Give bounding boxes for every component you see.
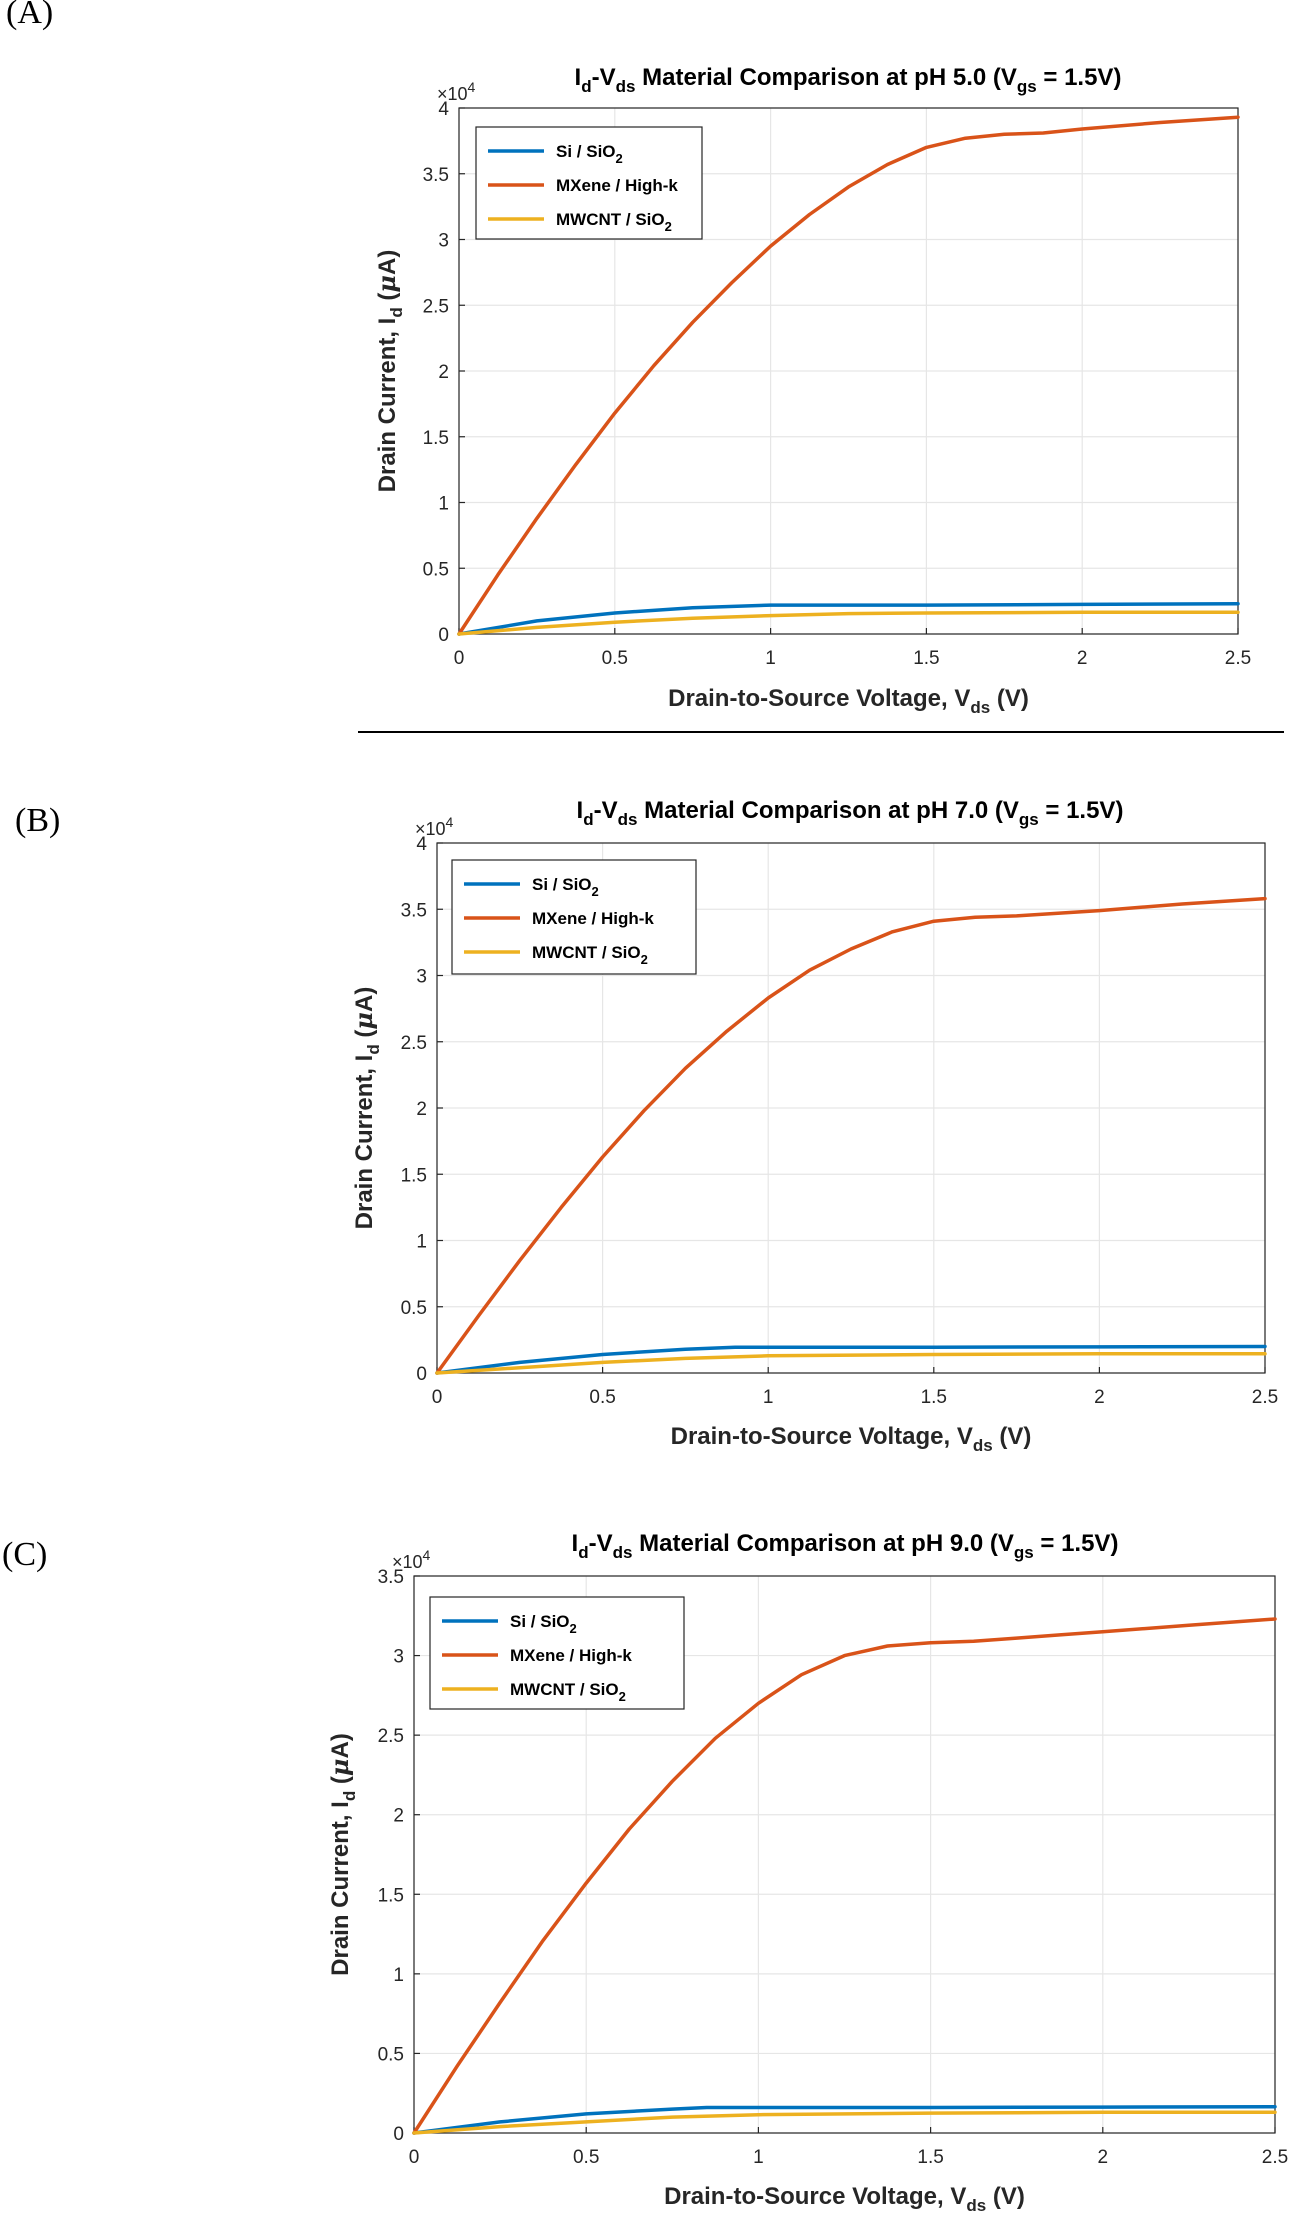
chart-title: Id-Vds Material Comparison at pH 7.0 (Vg… — [577, 797, 1124, 829]
y-multiplier: ×104 — [392, 1547, 431, 1572]
series-line-0 — [435, 1344, 1267, 1375]
x-tick-label: 2 — [1077, 648, 1088, 669]
x-tick-label: 1.5 — [921, 1387, 947, 1408]
y-tick-label: 2.5 — [423, 296, 449, 317]
x-tick-label: 1 — [765, 648, 776, 669]
y-tick-label: 4 — [416, 834, 427, 855]
y-multiplier: ×104 — [437, 79, 476, 104]
chart-title: Id-Vds Material Comparison at pH 5.0 (Vg… — [575, 64, 1122, 96]
series-line-2 — [435, 1352, 1267, 1375]
y-tick-label: 2 — [438, 362, 449, 383]
y-multiplier: ×104 — [415, 814, 454, 839]
y-tick-label: 1.5 — [423, 428, 449, 449]
y-tick-label: 1.5 — [378, 1885, 404, 1906]
y-tick-label: 3.5 — [378, 1567, 404, 1588]
legend-entry: MWCNT / SiO2 — [556, 210, 672, 234]
panel-label-a: (A) — [6, 0, 54, 31]
x-tick-label: 1.5 — [913, 648, 939, 669]
legend-entry: Si / SiO2 — [532, 875, 599, 899]
series-line-0 — [457, 602, 1240, 636]
y-tick-label: 1 — [438, 494, 449, 515]
series-line-1 — [412, 1617, 1277, 2135]
chart-title: Id-Vds Material Comparison at pH 9.0 (Vg… — [572, 1530, 1119, 1562]
x-tick-label: 2 — [1094, 1387, 1105, 1408]
x-tick-label: 2.5 — [1252, 1387, 1278, 1408]
series-line-0 — [412, 2104, 1277, 2135]
x-axis-label: Drain-to-Source Voltage, Vds (V) — [664, 2183, 1025, 2215]
legend-entry: MXene / High-k — [510, 1646, 632, 1665]
legend-entry: MXene / High-k — [556, 176, 678, 195]
legend-entry: MWCNT / SiO2 — [510, 1680, 626, 1704]
y-tick-label: 1.5 — [401, 1165, 427, 1186]
legend-entry: Si / SiO2 — [510, 1612, 577, 1636]
y-tick-label: 0 — [438, 625, 449, 646]
x-tick-label: 0 — [432, 1387, 443, 1408]
y-tick-label: 0.5 — [401, 1298, 427, 1319]
legend-entry: Si / SiO2 — [556, 142, 623, 166]
series-line-2 — [412, 2110, 1277, 2135]
y-tick-label: 3 — [438, 231, 449, 252]
y-tick-label: 2.5 — [378, 1726, 404, 1747]
y-axis-label: Drain Current, Id (μA) — [372, 250, 406, 493]
series-line-2 — [457, 610, 1240, 636]
y-tick-label: 3 — [393, 1647, 404, 1668]
legend-entry: MXene / High-k — [532, 909, 654, 928]
y-tick-label: 0.5 — [378, 2044, 404, 2065]
y-tick-label: 2 — [416, 1099, 427, 1120]
x-tick-label: 1 — [763, 1387, 774, 1408]
x-tick-label: 0.5 — [573, 2147, 599, 2168]
y-axis-label: Drain Current, Id (μA) — [349, 987, 383, 1230]
y-tick-label: 4 — [438, 99, 449, 120]
chart-panel-2: 0 0.5 1 1.5 2 2.5 0 0.5 1 1.5 2 2.5 3 3.5×104 Si / SiO… — [325, 1530, 1288, 2215]
y-tick-label: 3 — [416, 967, 427, 988]
x-tick-label: 1 — [753, 2147, 764, 2168]
y-tick-label: 1 — [416, 1232, 427, 1253]
y-tick-label: 3.5 — [423, 165, 449, 186]
chart-panel-0: 0 0.5 1 1.5 2 2.5 0 0.5 1 1.5 2 2.5 3 3.5 4×104 Si / Si… — [372, 64, 1251, 717]
y-tick-label: 0.5 — [423, 559, 449, 580]
x-tick-label: 0 — [409, 2147, 420, 2168]
x-tick-label: 1.5 — [917, 2147, 943, 2168]
x-tick-label: 0 — [454, 648, 465, 669]
legend-entry: MWCNT / SiO2 — [532, 943, 648, 967]
y-tick-label: 0 — [416, 1364, 427, 1385]
series-line-1 — [435, 896, 1267, 1375]
x-tick-label: 0.5 — [589, 1387, 615, 1408]
series-line-1 — [457, 115, 1240, 636]
y-tick-label: 0 — [393, 2124, 404, 2145]
x-axis-label: Drain-to-Source Voltage, Vds (V) — [671, 1423, 1032, 1455]
x-tick-label: 2.5 — [1262, 2147, 1288, 2168]
x-tick-label: 0.5 — [602, 648, 628, 669]
x-tick-label: 2 — [1098, 2147, 1109, 2168]
x-tick-label: 2.5 — [1225, 648, 1251, 669]
y-axis-label: Drain Current, Id (μA) — [325, 1733, 359, 1976]
panel-label-c: (C) — [2, 1536, 48, 1573]
x-axis-label: Drain-to-Source Voltage, Vds (V) — [668, 685, 1029, 717]
y-tick-label: 3.5 — [401, 900, 427, 921]
y-tick-label: 2 — [393, 1806, 404, 1827]
y-tick-label: 1 — [393, 1965, 404, 1986]
panel-label-b: (B) — [15, 802, 61, 839]
chart-panel-1: 0 0.5 1 1.5 2 2.5 0 0.5 1 1.5 2 2.5 3 3.5 4×104 Si / Si… — [349, 797, 1278, 1455]
axes-box — [413, 1575, 1276, 2134]
y-tick-label: 2.5 — [401, 1033, 427, 1054]
